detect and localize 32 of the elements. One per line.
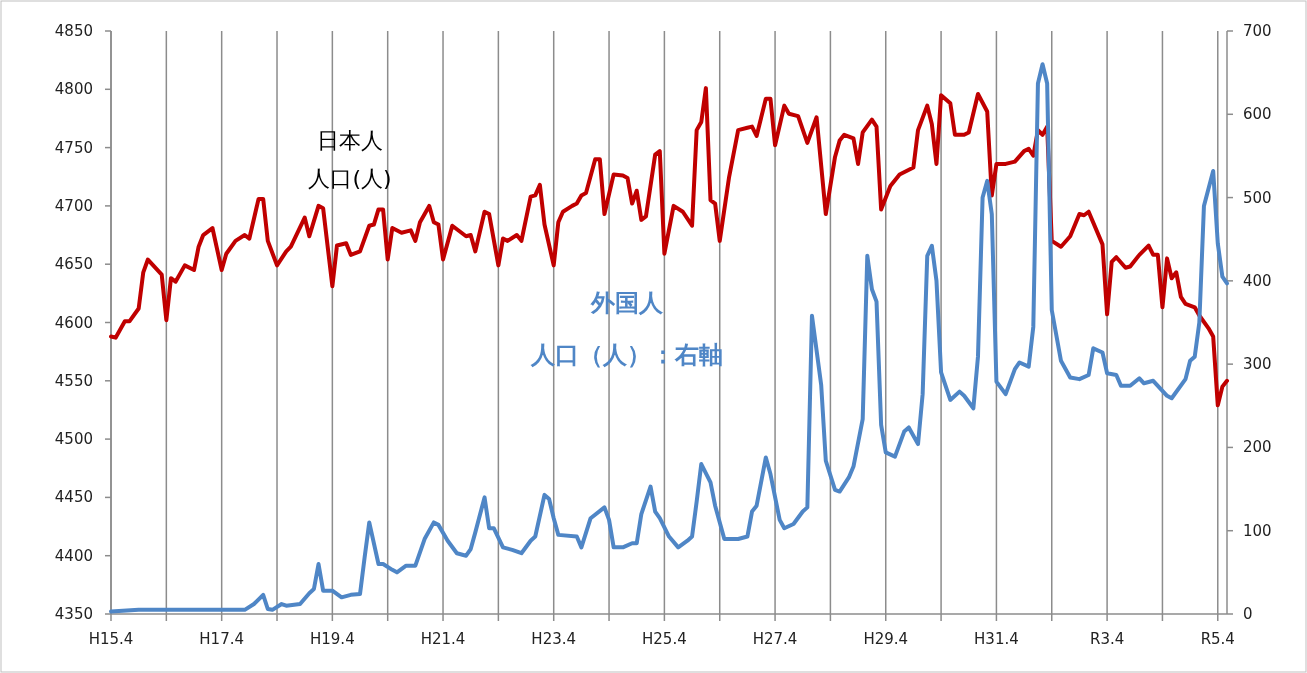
y2-tick-label: 600	[1243, 105, 1272, 124]
line-series	[109, 86, 1229, 408]
x-tick-label: H27.4	[752, 630, 798, 648]
y-tick-label: 4550	[54, 371, 93, 390]
y-tick-label: 4650	[54, 255, 93, 274]
x-tick-label: R5.4	[1200, 630, 1235, 648]
y2-tick-label: 300	[1243, 355, 1272, 374]
x-tick-label: H31.4	[974, 630, 1019, 648]
x-tick-label: H29.4	[863, 630, 909, 648]
x-tick-label: R3.4	[1089, 630, 1125, 648]
y-tick-label: 4400	[54, 546, 93, 565]
x-tick-label: H23.4	[531, 630, 577, 648]
y2-tick-label: 100	[1243, 521, 1272, 540]
y-tick-label: 4850	[54, 22, 93, 40]
y2-tick-label: 400	[1243, 271, 1272, 290]
y2-tick-label: 700	[1243, 22, 1272, 40]
y-tick-label: 4750	[54, 138, 93, 157]
y2-tick-label: 200	[1243, 438, 1272, 457]
series-label: 日本人人口(人)	[308, 127, 392, 191]
y-tick-label: 4800	[54, 80, 93, 99]
y2-tick-label: 0	[1243, 605, 1253, 623]
y2-tick-label: 500	[1243, 188, 1272, 207]
x-tick-label: H25.4	[642, 630, 687, 648]
x-tick-label: H17.4	[199, 630, 245, 648]
y-tick-label: 4700	[54, 196, 93, 215]
x-tick-label: H19.4	[310, 630, 355, 648]
y-tick-label: 4600	[54, 313, 93, 332]
x-tick-label: H21.4	[420, 630, 466, 648]
y-tick-label: 4350	[54, 605, 93, 623]
y-tick-label: 4450	[54, 488, 93, 507]
x-tick-label: H15.4	[88, 630, 134, 648]
y-tick-label: 4500	[54, 430, 93, 449]
